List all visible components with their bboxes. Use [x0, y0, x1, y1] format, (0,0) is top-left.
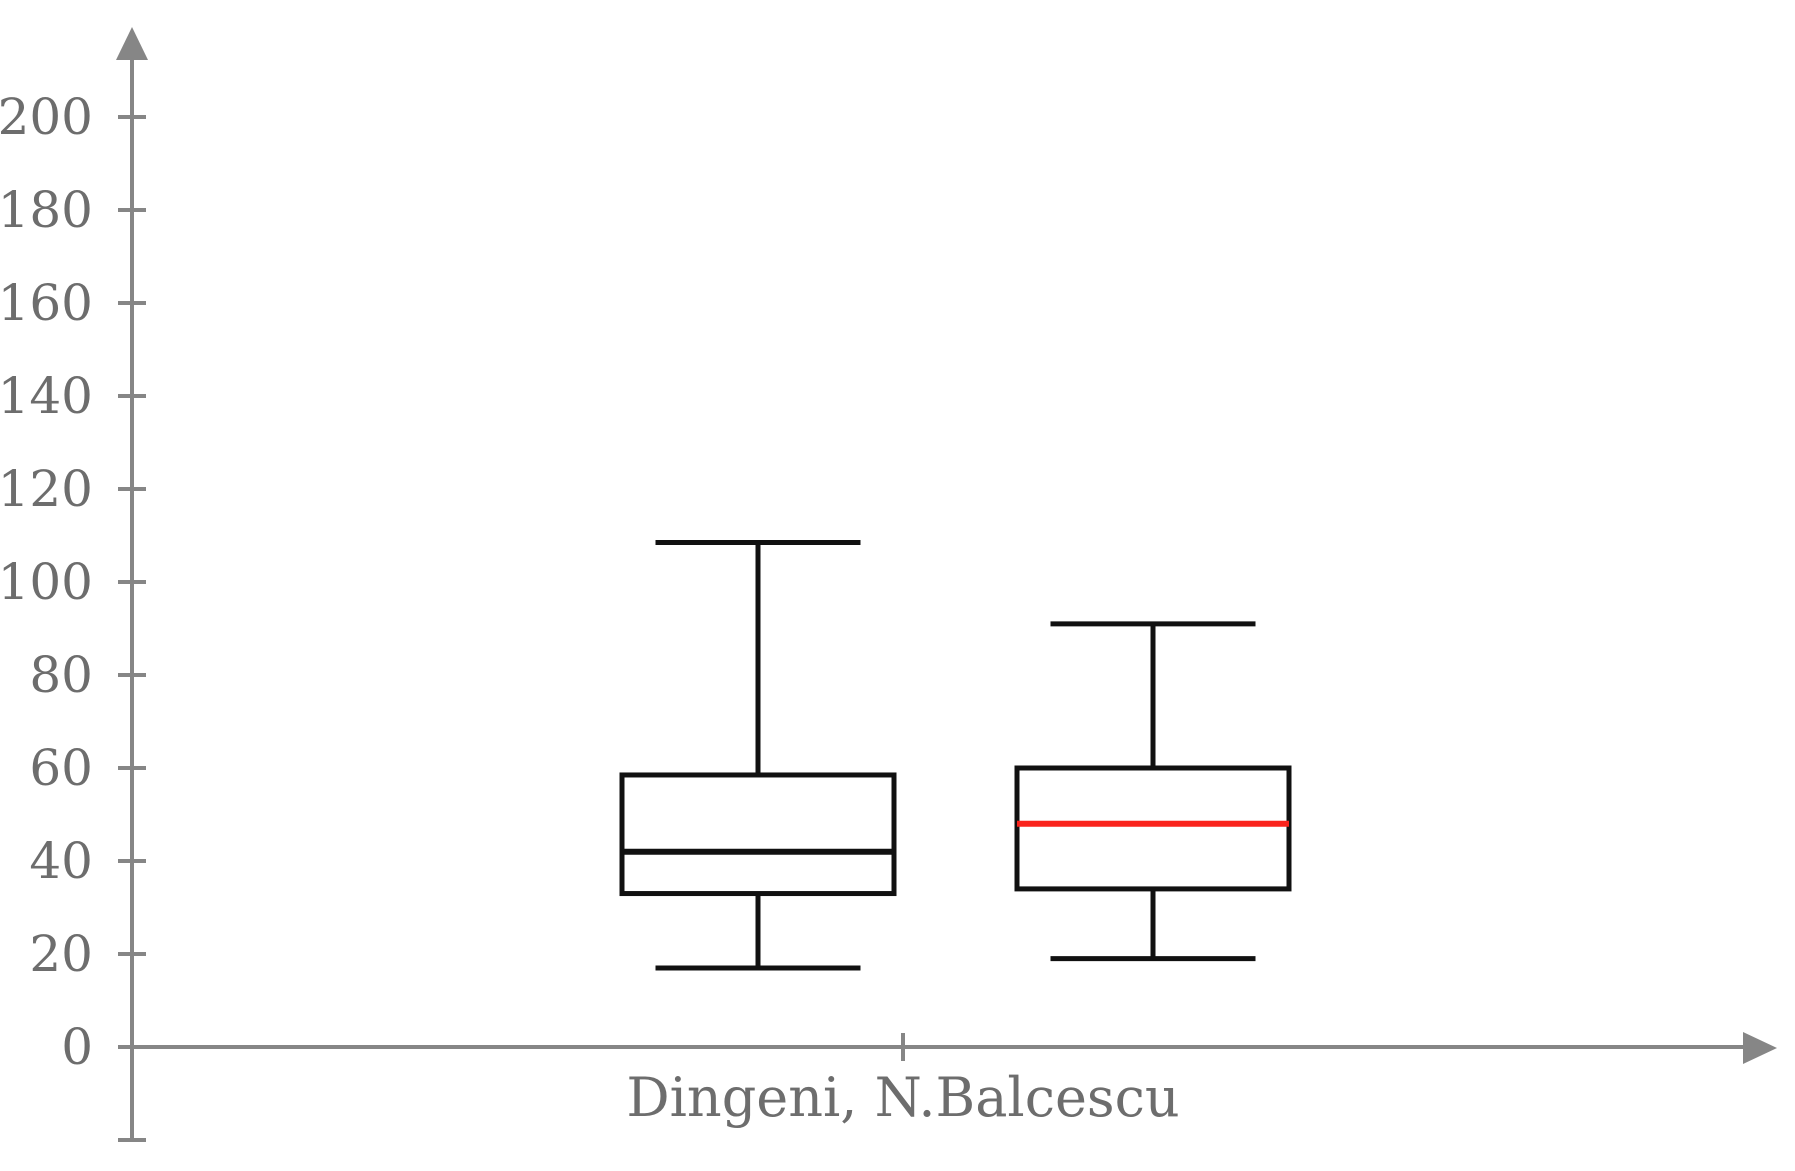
- y-tick-label: 60: [29, 739, 93, 797]
- y-axis-arrow-icon: [116, 27, 148, 60]
- y-tick-label: 80: [29, 646, 93, 704]
- y-tick-label: 20: [29, 925, 93, 983]
- iqr-box: [1014, 765, 1292, 892]
- y-tick-label: 40: [29, 832, 93, 890]
- y-tick-label: 100: [0, 553, 93, 611]
- y-tick-label: 200: [0, 88, 93, 146]
- x-axis-label: Dingeni, N.Balcescu: [626, 1066, 1179, 1129]
- y-tick-label: 160: [0, 274, 93, 332]
- y-tick-label: 120: [0, 460, 93, 518]
- y-tick-label: 0: [61, 1018, 93, 1076]
- x-axis-arrow-icon: [1743, 1032, 1777, 1064]
- y-tick-label: 180: [0, 181, 93, 239]
- y-tick-label: 140: [0, 367, 93, 425]
- iqr-box: [619, 772, 897, 897]
